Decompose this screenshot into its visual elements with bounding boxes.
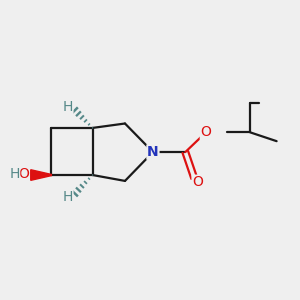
Text: H: H: [62, 190, 73, 203]
Text: O: O: [192, 176, 203, 189]
Text: H: H: [62, 100, 73, 114]
Text: O: O: [200, 125, 211, 139]
Text: H: H: [9, 167, 20, 182]
Polygon shape: [31, 170, 51, 180]
Text: O: O: [18, 167, 29, 182]
Text: N: N: [147, 145, 159, 159]
